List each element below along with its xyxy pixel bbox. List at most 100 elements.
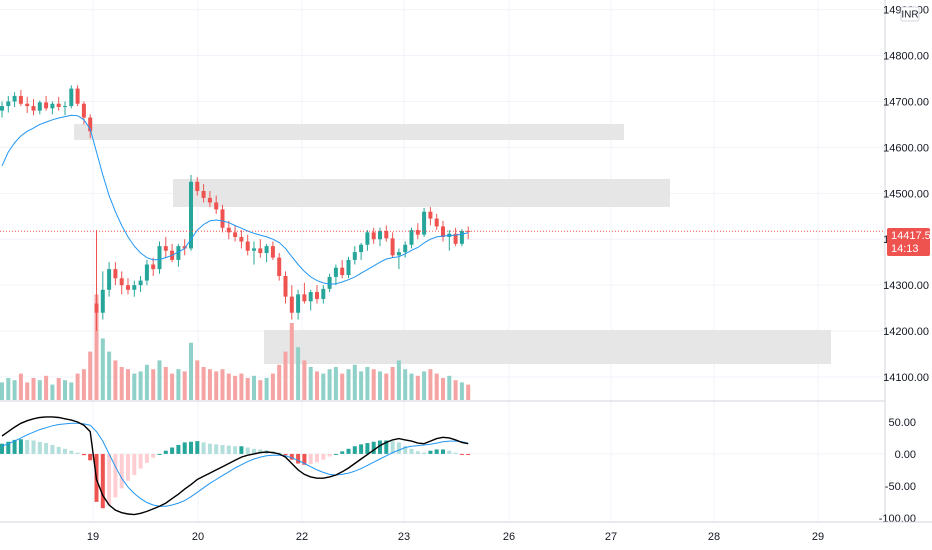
time-tick-label: 20 xyxy=(192,531,204,543)
volume-bar xyxy=(195,360,200,400)
price-zone[interactable] xyxy=(264,330,831,364)
chart-grid xyxy=(0,0,885,522)
macd-histogram-bar xyxy=(258,449,263,454)
price-axis[interactable]: 14900.0014800.0014700.0014600.0014500.00… xyxy=(883,5,929,384)
volume-bar xyxy=(81,369,86,400)
macd-histogram-bar xyxy=(6,441,11,454)
time-tick-label: 28 xyxy=(708,531,720,543)
volume-bar xyxy=(384,373,389,400)
candle xyxy=(245,234,250,256)
candle-body xyxy=(25,103,30,107)
volume-bar xyxy=(415,375,420,400)
candle xyxy=(434,213,439,231)
volume-bar xyxy=(283,351,288,400)
price-tick-label: 14600.00 xyxy=(883,142,929,154)
candle xyxy=(239,230,244,249)
candle-body xyxy=(94,303,99,313)
macd-histogram-bar xyxy=(352,446,357,454)
macd-histogram-bar xyxy=(226,445,231,454)
candle xyxy=(321,285,326,304)
volume-bar xyxy=(12,380,17,400)
volume-bar xyxy=(69,382,74,400)
macd-tick-label: 0.00 xyxy=(895,449,916,461)
candle-body xyxy=(270,246,275,258)
candle-body xyxy=(195,181,200,192)
volume-bar xyxy=(296,347,301,400)
candle-body xyxy=(138,280,143,286)
macd-histogram-bar xyxy=(315,453,319,463)
macd-histogram-bar xyxy=(157,453,162,455)
candle xyxy=(428,207,433,226)
price-zone[interactable] xyxy=(173,179,670,207)
candle-body xyxy=(18,95,23,104)
currency-badge-label: INR xyxy=(901,10,918,21)
candle-body xyxy=(176,246,181,260)
macd-histogram-bar xyxy=(63,448,67,454)
volume-bar xyxy=(365,367,370,400)
candle-body xyxy=(441,226,445,237)
macd-histogram-bar xyxy=(69,450,74,454)
macd-histogram-bar xyxy=(37,441,42,454)
macd-histogram-bar xyxy=(302,453,307,465)
macd-histogram-bar xyxy=(151,453,156,458)
macd-histogram-bar xyxy=(403,446,408,454)
candle xyxy=(441,220,445,242)
candle-body xyxy=(182,246,187,249)
macd-histogram-bar xyxy=(384,440,389,454)
candle-body xyxy=(12,95,17,102)
volume-bar xyxy=(126,369,130,400)
price-zone[interactable] xyxy=(74,124,624,140)
macd-histogram-bar xyxy=(75,452,80,454)
candle xyxy=(327,273,332,293)
candle xyxy=(12,92,17,107)
candle-body xyxy=(459,230,464,244)
candle-body xyxy=(220,209,225,228)
volume-bar xyxy=(252,375,256,400)
price-tick-label: 14300.00 xyxy=(883,280,929,292)
price-tick-label: 14700.00 xyxy=(883,96,929,108)
price-scale-background[interactable] xyxy=(885,0,932,522)
candle-body xyxy=(396,252,401,256)
volume-bar xyxy=(44,375,49,400)
macd-histogram-bar xyxy=(453,452,458,454)
candle-body xyxy=(201,191,206,198)
time-axis[interactable]: 19 20 22 23 26 27 28 29 xyxy=(87,531,824,543)
candle xyxy=(315,285,319,304)
candle xyxy=(119,271,124,295)
volume-bar xyxy=(277,364,282,400)
candle-body xyxy=(289,296,294,313)
time-tick-label: 23 xyxy=(398,531,410,543)
volume-bar xyxy=(340,373,345,400)
macd-histogram-bar xyxy=(201,442,206,454)
macd-histogram-bar xyxy=(466,453,471,455)
candle xyxy=(88,114,93,139)
volume-bar xyxy=(352,364,357,400)
macd-histogram xyxy=(0,439,885,509)
currency-badge[interactable]: INR xyxy=(900,6,920,22)
candle-body xyxy=(378,230,382,240)
macd-histogram-bar xyxy=(18,439,23,454)
macd-histogram-bar xyxy=(346,448,351,454)
candle-body xyxy=(277,257,282,276)
macd-histogram-bar xyxy=(56,446,61,454)
last-price-label[interactable]: 14417.50 14:13 xyxy=(887,228,932,256)
candle-body xyxy=(233,232,238,237)
candle-body xyxy=(315,292,319,299)
candle xyxy=(138,275,143,293)
macd-histogram-bar xyxy=(132,453,137,475)
candle-body xyxy=(239,236,244,242)
candle-body xyxy=(37,102,42,111)
candle xyxy=(422,208,427,237)
candle xyxy=(195,177,200,196)
price-tick-label: 14200.00 xyxy=(883,326,929,338)
candle xyxy=(453,227,458,247)
volume-bar xyxy=(289,323,294,400)
candle-body xyxy=(359,244,364,253)
volume-bar xyxy=(138,371,143,400)
volume-bar xyxy=(6,378,11,400)
candle xyxy=(69,85,74,109)
candle-body xyxy=(214,202,219,210)
volume-bar xyxy=(226,373,231,400)
candle xyxy=(277,253,282,281)
